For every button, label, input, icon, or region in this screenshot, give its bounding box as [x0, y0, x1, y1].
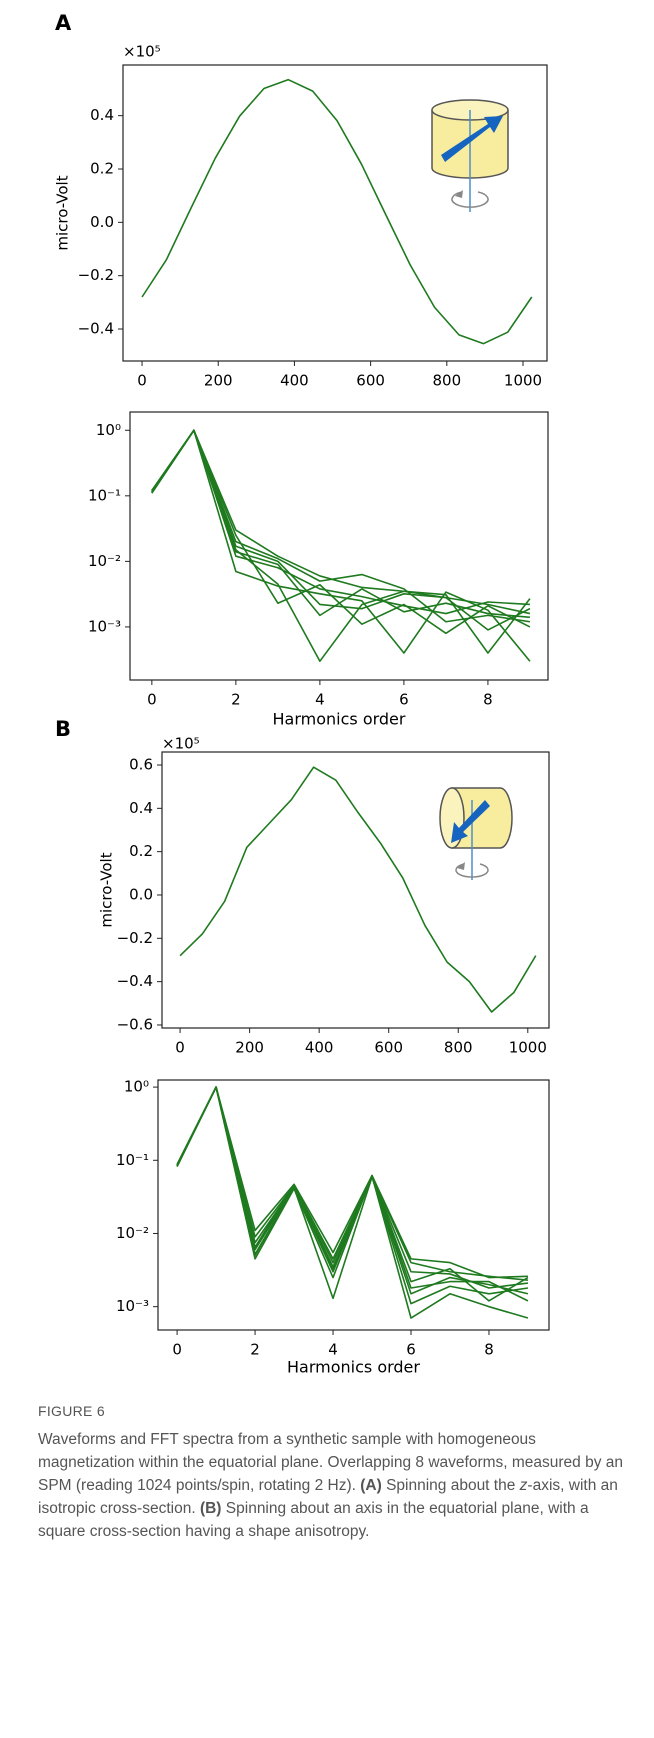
y-tick-label: 10⁰ [124, 1078, 149, 1096]
plot-frame [157, 1079, 550, 1331]
y-tick-label: 10⁰ [96, 421, 121, 439]
series-line [176, 1086, 528, 1279]
y-tick-label: −0.4 [117, 972, 153, 990]
x-tick-label: 2 [250, 1341, 260, 1359]
inset-icon [431, 99, 509, 212]
y-tick-label: 0.2 [90, 160, 114, 178]
panel-label: B [55, 717, 71, 741]
y-tick-label: −0.2 [117, 929, 153, 947]
x-tick-label: 2 [231, 691, 241, 709]
x-tick-label: 1000 [504, 372, 542, 390]
x-tick-label: 1000 [509, 1039, 547, 1057]
y-tick-label: −0.4 [78, 320, 114, 338]
series-line [179, 766, 537, 1013]
x-tick-label: 0 [175, 1039, 185, 1057]
y-tick-label: 10⁻³ [116, 1297, 149, 1315]
x-tick-label: 800 [432, 372, 461, 390]
x-tick-label: 600 [374, 1039, 403, 1057]
caption-text: (B) [199, 1500, 222, 1517]
x-tick-label: 0 [137, 372, 147, 390]
x-tick-label: 6 [399, 691, 409, 709]
series-line [151, 429, 531, 619]
series-line [151, 429, 531, 615]
x-tick-label: 200 [204, 372, 233, 390]
x-tick-label: 800 [444, 1039, 473, 1057]
y-tick-label: 0.4 [129, 799, 153, 817]
y-axis-label: micro-Volt [98, 852, 116, 927]
series-line [176, 1086, 529, 1289]
axis-offset-label: ×10⁵ [123, 43, 161, 61]
series-line [151, 429, 531, 662]
x-tick-label: 4 [328, 1341, 338, 1359]
series-line [151, 429, 531, 635]
figure-caption: Waveforms and FFT spectra from a synthet… [38, 1428, 628, 1543]
y-tick-label: 0.6 [129, 755, 153, 773]
x-tick-label: 0 [147, 691, 157, 709]
series-line [151, 429, 531, 631]
x-tick-label: 600 [356, 372, 385, 390]
series-line [176, 1086, 529, 1302]
inset-icon [439, 787, 513, 880]
x-tick-label: 4 [315, 691, 325, 709]
series-line [141, 78, 533, 345]
x-tick-label: 0 [172, 1341, 182, 1359]
series-line [176, 1086, 529, 1302]
caption-text: (A) [360, 1477, 382, 1494]
axis-offset-label: ×10⁵ [162, 735, 200, 753]
y-tick-label: 10⁻³ [88, 617, 121, 635]
y-tick-label: 0.4 [90, 106, 114, 124]
x-tick-label: 400 [280, 372, 309, 390]
caption-text: z [519, 1477, 528, 1494]
y-tick-label: 0.0 [129, 885, 153, 903]
y-tick-label: −0.6 [117, 1015, 153, 1033]
y-tick-label: 0.2 [129, 842, 153, 860]
caption-text: Spinning about an axis in the equatorial… [38, 1500, 589, 1540]
x-axis-label: Harmonics order [273, 710, 406, 729]
x-axis-label: Harmonics order [287, 1358, 420, 1377]
y-axis-label: micro-Volt [54, 175, 72, 250]
series-line [151, 429, 530, 615]
y-tick-label: 10⁻¹ [88, 486, 121, 504]
y-tick-label: 0.0 [90, 213, 114, 231]
y-tick-label: 10⁻² [88, 552, 121, 570]
caption-text: Waveforms and FFT spectra from a synthet… [38, 1431, 624, 1494]
plot-frame [161, 751, 550, 1029]
x-tick-label: 6 [406, 1341, 416, 1359]
figure-label: FIGURE 6 [38, 1403, 105, 1419]
caption-text: -axis, with an isotropic cross-section. [38, 1477, 618, 1517]
series-line [176, 1086, 529, 1300]
x-tick-label: 400 [305, 1039, 334, 1057]
series-line [176, 1086, 529, 1305]
series-line [176, 1086, 529, 1281]
panel-label: A [55, 11, 72, 35]
y-tick-label: 10⁻¹ [116, 1151, 149, 1169]
y-tick-label: 10⁻² [116, 1224, 149, 1242]
caption-text: Spinning about the [381, 1477, 520, 1494]
plot-frame [122, 64, 548, 362]
figure: A B −0.4−0.20.00.20.40 200 400 600 800 1000mi… [54, 11, 550, 1377]
x-tick-label: 8 [483, 691, 493, 709]
x-tick-label: 200 [235, 1039, 264, 1057]
x-tick-label: 8 [484, 1341, 494, 1359]
y-tick-label: −0.2 [78, 266, 114, 284]
plot-frame [129, 411, 549, 681]
